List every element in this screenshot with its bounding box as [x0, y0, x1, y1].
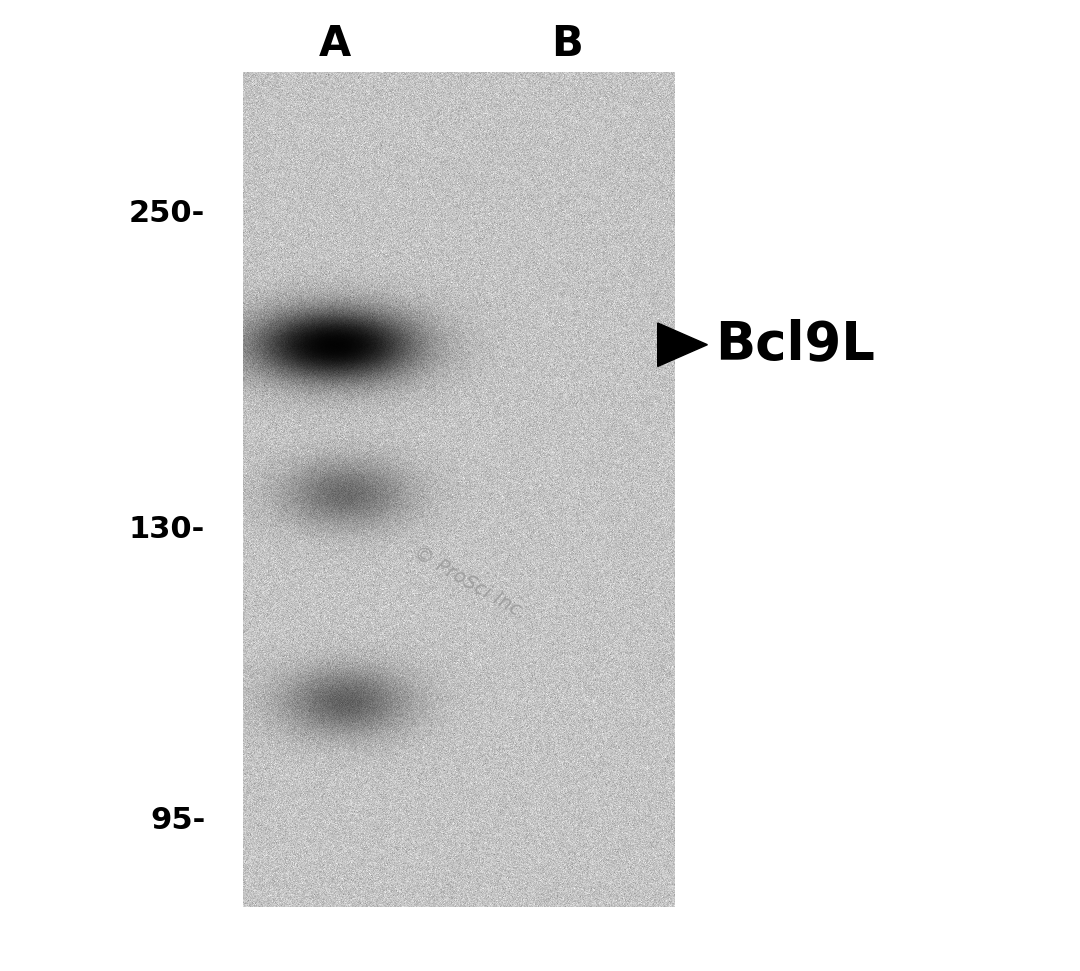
Text: B: B	[551, 22, 583, 65]
Text: 95-: 95-	[150, 806, 205, 835]
Text: Bcl9L: Bcl9L	[715, 318, 875, 371]
Text: © ProSci Inc.: © ProSci Inc.	[410, 543, 529, 622]
Text: 250-: 250-	[129, 199, 205, 228]
Text: 130-: 130-	[129, 515, 205, 544]
Text: A: A	[319, 22, 351, 65]
Polygon shape	[658, 323, 707, 366]
